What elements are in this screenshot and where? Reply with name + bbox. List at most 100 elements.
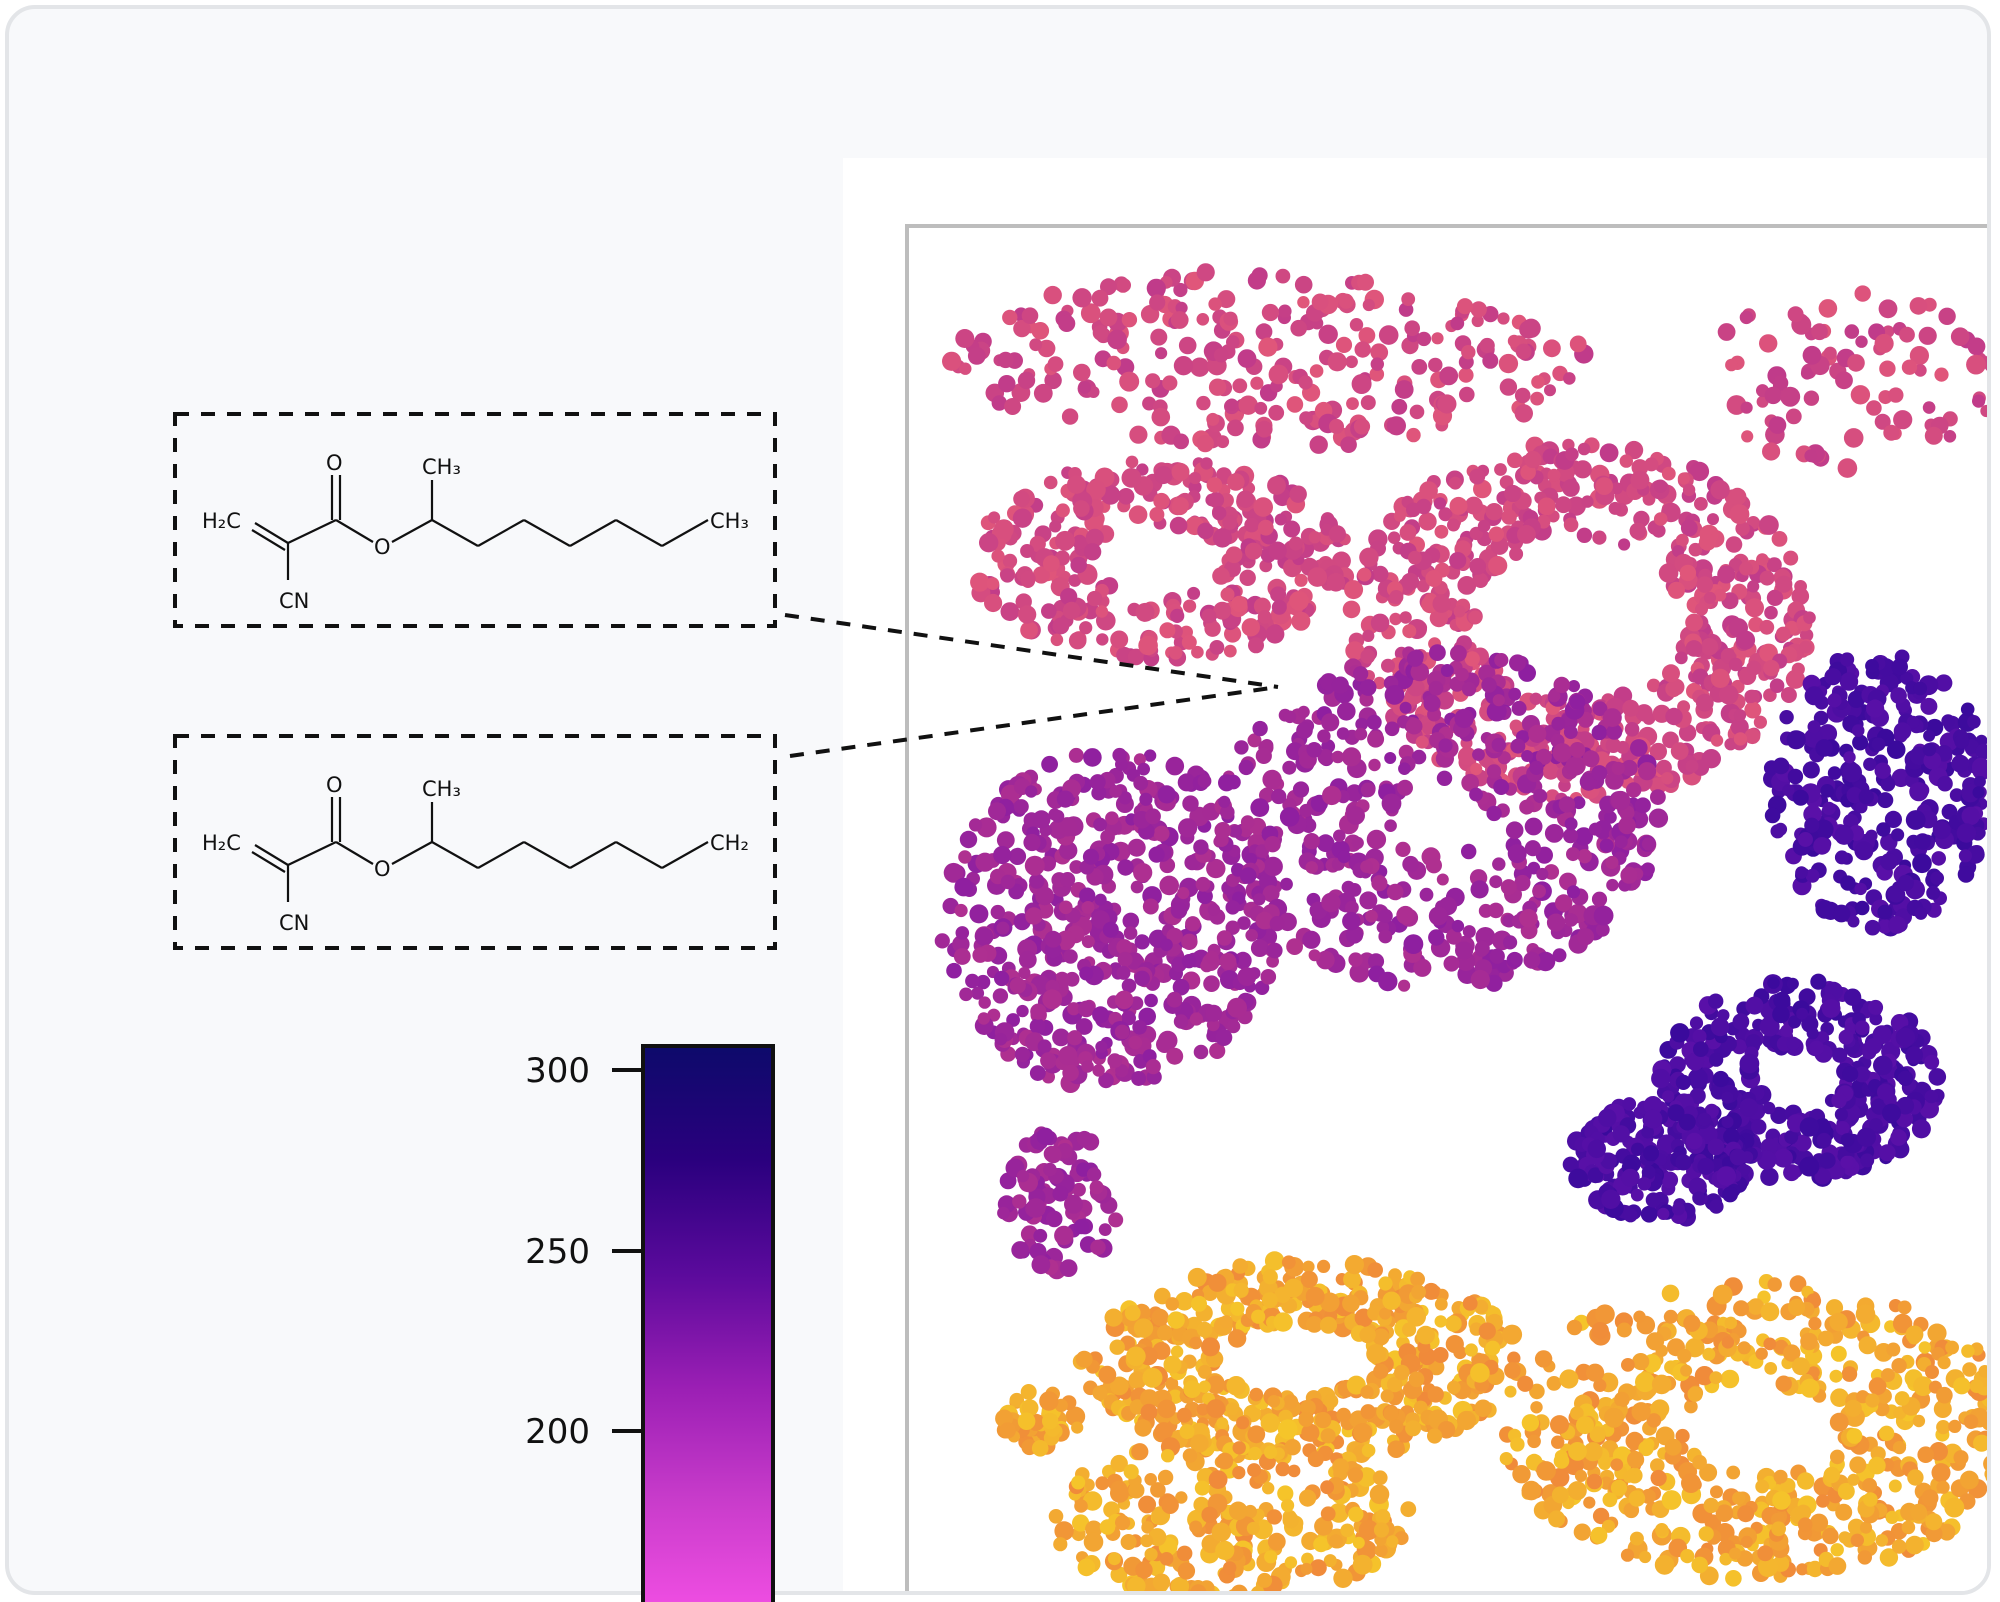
scatter-point (1090, 1239, 1106, 1256)
scatter-point (1472, 748, 1485, 761)
scatter-point (1488, 902, 1504, 919)
scatter-point (1020, 544, 1035, 558)
scatter-point (1901, 1520, 1916, 1535)
scatter-point (1349, 318, 1364, 332)
scatter-point (1134, 934, 1150, 950)
scatter-point (1267, 1395, 1281, 1408)
scatter-point (1294, 275, 1313, 294)
scatter-point (1721, 1091, 1734, 1104)
scatter-point (1358, 327, 1376, 344)
scatter-point (1196, 395, 1211, 411)
scatter-point (1318, 324, 1338, 344)
scatter-point (1076, 1130, 1093, 1147)
scatter-point (1000, 602, 1020, 621)
scatter-point (1054, 1225, 1074, 1246)
scatter-point (1067, 1030, 1083, 1046)
scatter-point (1685, 613, 1703, 632)
scatter-point (1086, 479, 1106, 500)
scatter-point (1045, 1146, 1062, 1164)
colorbar-tick-label-300: 300 (525, 1051, 590, 1091)
scatter-point (1642, 492, 1656, 506)
scatter-point (934, 933, 950, 949)
scatter-point (1627, 1451, 1645, 1469)
scatter-point (1153, 492, 1170, 510)
scatter-point (1888, 1479, 1902, 1493)
scatter-point (1536, 1461, 1556, 1481)
scatter-point (1633, 1310, 1646, 1323)
scatter-point (1621, 1358, 1635, 1372)
scatter-point (1868, 999, 1884, 1015)
scatter-point (1772, 757, 1790, 775)
scatter-point (1846, 1428, 1863, 1444)
scatter-point (1362, 298, 1375, 312)
scatter-point (1693, 1041, 1709, 1057)
scatter-point (1351, 374, 1372, 394)
scatter-point (1447, 1380, 1461, 1395)
scatter-point (1405, 717, 1423, 735)
scatter-point (1144, 993, 1158, 1008)
scatter-point (1341, 880, 1356, 895)
scatter-point (1680, 1364, 1693, 1377)
scatter-point (1056, 790, 1074, 808)
h2c-label: H₂C (202, 509, 241, 533)
scatter-point (1891, 1539, 1907, 1554)
scatter-point (1190, 357, 1210, 377)
scatter-point (1145, 373, 1161, 389)
scatter-point (1792, 789, 1809, 806)
scatter-point (954, 903, 968, 918)
scatter-point (1366, 1344, 1386, 1364)
scatter-point (1017, 371, 1036, 390)
scatter-point (975, 852, 995, 872)
scatter-point (1329, 418, 1344, 434)
scatter-point (1924, 1089, 1939, 1104)
scatter-point (1255, 747, 1272, 765)
scatter-point (1834, 825, 1854, 845)
scatter-point (1473, 572, 1489, 589)
scatter-point (1709, 1199, 1724, 1214)
colorbar-bar (641, 1044, 775, 1602)
scatter-point (1914, 833, 1931, 850)
scatter-point (1956, 823, 1977, 843)
scatter-point (1576, 928, 1595, 946)
scatter-point (1533, 788, 1548, 804)
scatter-point (1241, 618, 1261, 637)
scatter-point (1544, 384, 1556, 397)
scatter-point (1149, 507, 1165, 522)
scatter-point (1183, 1380, 1202, 1398)
scatter-point (1342, 1294, 1360, 1313)
scatter-point (1878, 1144, 1896, 1162)
scatter-point (1157, 1469, 1174, 1486)
scatter-point (1236, 490, 1255, 509)
scatter-point (1068, 574, 1082, 587)
scatter-point (1462, 925, 1476, 939)
scatter-point (1741, 430, 1754, 443)
scatter-point (1115, 1515, 1131, 1531)
scatter-point (1931, 851, 1946, 866)
scatter-point (1986, 1395, 1987, 1413)
scatter-point (1453, 605, 1466, 618)
scatter-point (1932, 821, 1951, 840)
scatter-point (1696, 576, 1714, 593)
scatter-point (1808, 1316, 1822, 1331)
scatter-point (1080, 303, 1101, 324)
scatter-point (1049, 520, 1062, 533)
scatter-point (1149, 294, 1166, 311)
scatter-point (1471, 314, 1484, 328)
scatter-point (1408, 1371, 1425, 1388)
scatter-point (1805, 868, 1820, 883)
scatter-point (1077, 1558, 1096, 1577)
scatter-point (1367, 730, 1385, 748)
scatter-point (1117, 951, 1133, 967)
scatter-point (1972, 394, 1986, 408)
scatter-point (1709, 1371, 1723, 1385)
scatter-point (1431, 332, 1444, 345)
scatter-point (1232, 1441, 1246, 1455)
scatter-point (1287, 1464, 1301, 1478)
scatter-point (998, 375, 1016, 393)
scatter-point (1595, 1304, 1615, 1325)
scatter-point (1746, 660, 1762, 676)
scatter-point (1173, 282, 1188, 298)
scatter-point (1225, 900, 1240, 915)
scatter-point (1340, 436, 1357, 454)
scatter-point (1396, 905, 1415, 925)
